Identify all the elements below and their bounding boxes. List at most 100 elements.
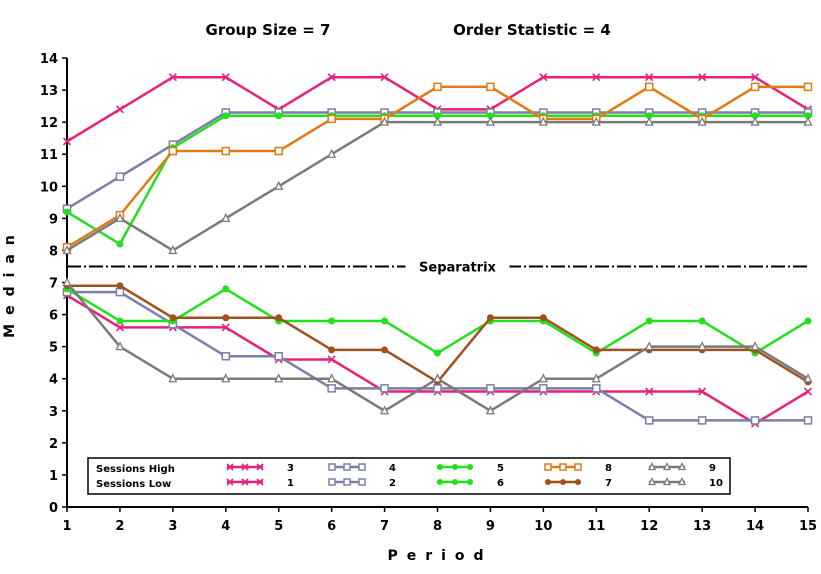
legend-marker — [437, 464, 443, 470]
data-point-series-2 — [697, 416, 707, 425]
data-point-series-6 — [328, 317, 336, 325]
data-point-series-5 — [275, 112, 283, 120]
data-point-series-9 — [115, 212, 125, 223]
y-tick-label: 7 — [49, 277, 58, 292]
legend-marker — [452, 464, 458, 470]
data-point-series-7 — [116, 282, 124, 290]
y-tick-label: 10 — [40, 180, 58, 195]
data-point-series-10 — [115, 341, 125, 351]
legend-label: 2 — [389, 478, 396, 489]
data-point-series-10 — [538, 373, 548, 383]
data-point-series-10 — [221, 373, 231, 383]
legend-entry-5: 5 — [437, 463, 504, 474]
data-point-series-6 — [222, 285, 230, 293]
y-axis-label: Median — [2, 226, 18, 338]
data-point-series-2 — [592, 384, 601, 393]
data-point-series-9 — [697, 116, 707, 126]
data-point-series-2 — [380, 384, 389, 393]
y-tick-label: 3 — [49, 405, 58, 420]
data-point-series-1 — [115, 323, 124, 332]
legend-marker — [647, 462, 657, 471]
legend-label: 9 — [709, 463, 716, 474]
data-point-series-10 — [485, 405, 495, 415]
legend-marker — [559, 463, 567, 471]
series-line-4 — [66, 111, 808, 210]
data-point-series-2 — [750, 416, 760, 425]
data-point-series-10 — [274, 373, 284, 383]
data-point-series-6 — [804, 317, 812, 325]
legend-marker — [226, 463, 234, 471]
legend-marker — [256, 478, 264, 486]
chart-title-left: Group Size = 7 — [206, 21, 331, 39]
y-tick-label: 8 — [49, 244, 58, 259]
data-point-series-3 — [592, 73, 601, 82]
data-point-series-6 — [698, 317, 706, 325]
legend-marker — [241, 478, 249, 486]
data-point-series-3 — [539, 73, 548, 82]
series-line-6 — [66, 287, 809, 355]
chart-title-right: Order Statistic = 4 — [453, 21, 611, 39]
y-tick-label: 1 — [49, 469, 58, 484]
x-tick-label: 10 — [534, 519, 552, 534]
data-point-series-7 — [222, 314, 230, 322]
legend-entry-3: 3 — [226, 463, 294, 474]
legend-label: 1 — [287, 478, 294, 489]
series-5 — [63, 112, 812, 248]
legend-label: 3 — [287, 463, 294, 474]
x-tick-label: 14 — [746, 519, 764, 534]
data-point-series-6 — [381, 317, 389, 325]
data-point-series-5 — [645, 112, 653, 120]
data-point-series-9 — [803, 116, 813, 126]
x-tick-label: 4 — [221, 519, 230, 534]
data-point-series-10 — [644, 341, 654, 351]
series-9 — [62, 116, 813, 255]
data-point-series-10 — [432, 373, 443, 383]
legend-marker — [677, 462, 687, 471]
legend-marker — [662, 462, 672, 471]
data-point-series-8 — [274, 146, 283, 156]
data-point-series-2 — [486, 384, 495, 393]
data-point-series-5 — [804, 112, 812, 120]
legend-marker — [358, 478, 366, 486]
x-tick-label: 8 — [433, 519, 442, 534]
legend-marker — [560, 479, 566, 485]
data-point-series-6 — [116, 317, 124, 325]
legend-box — [87, 457, 731, 495]
x-tick-label: 6 — [327, 519, 336, 534]
data-point-series-9 — [327, 148, 337, 158]
data-point-series-10 — [327, 373, 337, 383]
data-point-series-8 — [803, 82, 813, 92]
data-point-series-8 — [221, 146, 231, 156]
legend-marker — [452, 479, 458, 485]
data-point-series-8 — [433, 82, 442, 92]
legend-entry-4: 4 — [328, 463, 396, 474]
data-point-series-7 — [275, 314, 283, 322]
legend-marker — [574, 463, 582, 471]
legend: Sessions High Sessions Low 3 4 5 8 9 1 2 6 7 10 — [87, 457, 731, 495]
series-2 — [62, 287, 813, 425]
legend-marker — [467, 464, 473, 470]
data-point-series-10 — [380, 405, 390, 415]
data-point-series-9 — [380, 116, 390, 126]
y-tick-label: 12 — [40, 116, 58, 131]
legend-row-label-high: Sessions High — [96, 464, 175, 475]
data-point-series-5 — [486, 112, 494, 120]
x-tick-label: 11 — [587, 519, 605, 534]
series-line-5 — [66, 114, 808, 246]
series-10 — [62, 277, 813, 415]
separatrix: Separatrix — [67, 258, 808, 275]
y-tick-label: 4 — [49, 373, 58, 388]
data-point-series-2 — [274, 352, 283, 361]
data-point-series-3 — [221, 73, 230, 82]
legend-label: 5 — [497, 463, 504, 474]
y-tick-label: 0 — [49, 501, 58, 516]
series-line-7 — [67, 284, 809, 384]
data-point-series-1 — [698, 387, 707, 396]
legend-row-label-low: Sessions Low — [96, 479, 171, 490]
data-point-series-9 — [750, 116, 760, 126]
data-point-series-6 — [434, 349, 441, 357]
data-point-series-7 — [592, 346, 600, 354]
series-line-1 — [66, 294, 809, 425]
